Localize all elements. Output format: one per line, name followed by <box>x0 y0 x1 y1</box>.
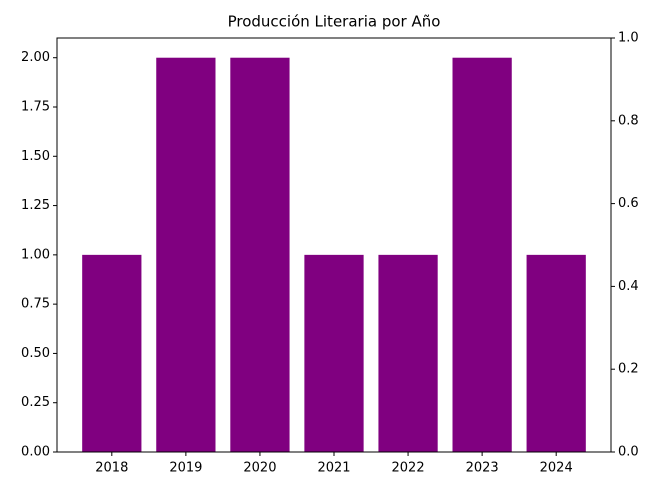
bar <box>452 57 512 452</box>
y2-tick-label: 0.8 <box>618 113 639 128</box>
x-tick-label: 2020 <box>243 461 276 476</box>
y2-tick-label: 0.4 <box>618 279 639 294</box>
y2-tick-label: 0.0 <box>618 445 639 460</box>
bar <box>82 254 142 452</box>
y-tick-label: 0.00 <box>21 445 50 460</box>
x-tick-label: 2024 <box>540 461 573 476</box>
plot-frame <box>56 37 612 453</box>
y2-tick-label: 1.0 <box>618 31 639 46</box>
y-tick-label: 0.25 <box>21 395 50 410</box>
bar <box>304 254 364 452</box>
y-tick-label: 1.25 <box>21 198 50 213</box>
y-tick-label: 0.50 <box>21 346 50 361</box>
y-tick-label: 2.00 <box>21 50 50 65</box>
chart-title: Producción Literaria por Año <box>228 13 441 31</box>
bar <box>378 254 438 452</box>
x-tick-label: 2022 <box>392 461 425 476</box>
x-tick-label: 2021 <box>317 461 350 476</box>
y2-tick-label: 0.2 <box>618 362 639 377</box>
y2-tick-label: 0.6 <box>618 196 639 211</box>
bar <box>156 57 216 452</box>
bar <box>526 254 586 452</box>
y-tick-label: 1.75 <box>21 100 50 115</box>
x-tick-label: 2023 <box>466 461 499 476</box>
bar <box>230 57 290 452</box>
y-tick-label: 1.50 <box>21 149 50 164</box>
x-tick-label: 2019 <box>169 461 202 476</box>
x-tick-label: 2018 <box>95 461 128 476</box>
y-tick-label: 1.00 <box>21 247 50 262</box>
y-tick-label: 0.75 <box>21 297 50 312</box>
